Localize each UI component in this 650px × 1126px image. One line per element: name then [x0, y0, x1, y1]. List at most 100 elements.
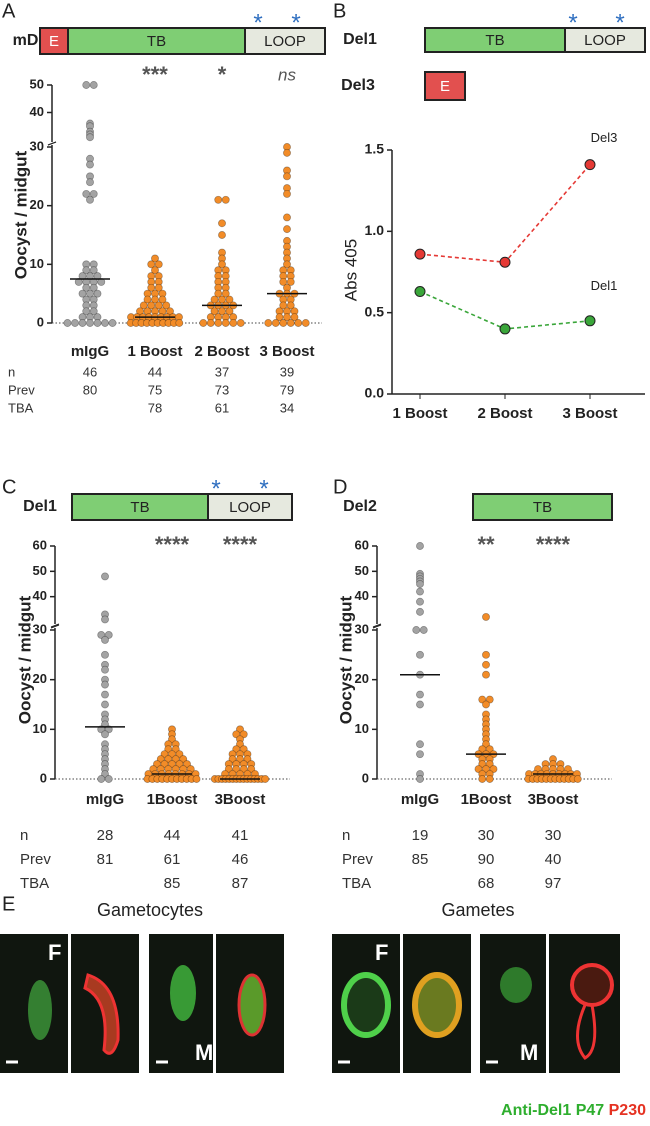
- dot: [89, 307, 98, 316]
- table-cell: 40: [545, 851, 562, 868]
- dot: [147, 283, 156, 292]
- x-tick-label: 1 Boost: [392, 405, 447, 422]
- construct-segment: [564, 27, 646, 53]
- dot: [89, 81, 98, 89]
- dot: [279, 301, 288, 310]
- point: [499, 256, 511, 268]
- dot: [82, 283, 91, 292]
- construct-segment: [424, 71, 466, 101]
- dot: [275, 313, 284, 322]
- segment-label: E: [49, 33, 59, 50]
- dot: [283, 189, 291, 198]
- dot: [416, 650, 424, 659]
- dot: [175, 760, 184, 769]
- series-line: [419, 164, 591, 264]
- dot: [156, 755, 165, 764]
- dot: [283, 172, 291, 181]
- significance: ****: [223, 532, 258, 557]
- image-title: Gametocytes: [97, 900, 203, 920]
- dot: [416, 775, 424, 783]
- dot: [78, 289, 87, 298]
- point: [584, 159, 596, 171]
- dot: [485, 695, 494, 704]
- dot: [101, 319, 109, 327]
- tile-letter: M: [520, 1040, 538, 1065]
- dot: [225, 295, 234, 304]
- segment-label: E: [440, 78, 450, 95]
- asterisk: *: [615, 9, 624, 36]
- table-cell: 85: [164, 875, 181, 892]
- segment-label: LOOP: [264, 33, 306, 50]
- table-cell: 61: [215, 400, 229, 415]
- dot: [151, 254, 159, 263]
- dot: [160, 760, 169, 769]
- y-tick-label: 0.5: [365, 303, 385, 319]
- dot: [82, 81, 91, 89]
- table-row-label: Prev: [342, 851, 373, 868]
- asterisk: *: [568, 9, 577, 36]
- dot: [86, 178, 94, 187]
- dot: [416, 690, 424, 699]
- dot: [283, 148, 291, 157]
- table-cell: 79: [280, 382, 294, 397]
- dot: [101, 572, 109, 581]
- y-tick-label: 30: [355, 621, 369, 636]
- table-cell: 44: [164, 827, 181, 844]
- dot: [89, 189, 98, 198]
- x-tick-label: 3 Boost: [259, 343, 314, 360]
- dot: [482, 650, 490, 659]
- dot: [221, 195, 230, 204]
- y-tick-label: 30: [30, 138, 44, 153]
- dot: [78, 319, 87, 327]
- dot: [243, 755, 252, 764]
- construct-name: Del2: [343, 498, 377, 515]
- y-axis-title: Oocyst / midgut: [15, 595, 34, 724]
- y-tick-label: 20: [30, 197, 44, 212]
- cell: [28, 980, 52, 1040]
- y-tick-label: 60: [33, 537, 47, 552]
- dot: [136, 307, 144, 316]
- dot: [236, 740, 244, 749]
- asterisk: *: [253, 9, 262, 36]
- dot: [86, 319, 94, 327]
- dot: [86, 289, 94, 298]
- dot: [485, 760, 494, 769]
- dot: [153, 760, 161, 769]
- dot: [175, 750, 184, 759]
- y-tick-label: 0: [40, 770, 47, 785]
- cell: [570, 963, 614, 1007]
- table-cell: 34: [280, 400, 294, 415]
- construct-segment: [67, 27, 246, 55]
- dot: [489, 765, 498, 774]
- significance: ****: [155, 532, 190, 557]
- construct-segment: [472, 493, 613, 521]
- dot: [573, 775, 582, 783]
- x-tick-label: mIgG: [401, 791, 439, 808]
- x-tick-label: 1Boost: [147, 791, 198, 808]
- dot: [93, 289, 102, 298]
- table-cell: 81: [97, 851, 114, 868]
- dot: [147, 260, 156, 269]
- series-line: [419, 290, 591, 330]
- dot: [485, 745, 494, 754]
- table-row-label: TBA: [342, 875, 371, 892]
- dot: [286, 301, 295, 310]
- dot: [154, 301, 163, 310]
- segment-label: LOOP: [229, 499, 271, 516]
- dot: [101, 700, 109, 709]
- dot: [143, 295, 152, 304]
- dot: [229, 319, 238, 327]
- y-axis-title: Abs 405: [341, 239, 360, 301]
- dot: [416, 587, 424, 596]
- table-cell: 39: [280, 364, 294, 379]
- table-cell: 78: [148, 400, 162, 415]
- tile-letter: F: [375, 940, 388, 965]
- significance: ns: [278, 65, 296, 84]
- dot: [416, 597, 424, 606]
- y-tick-label: 40: [30, 104, 44, 119]
- segment-label: TB: [485, 32, 504, 49]
- dot: [283, 213, 291, 222]
- cell: [341, 972, 391, 1038]
- image-title: Gametes: [441, 900, 514, 920]
